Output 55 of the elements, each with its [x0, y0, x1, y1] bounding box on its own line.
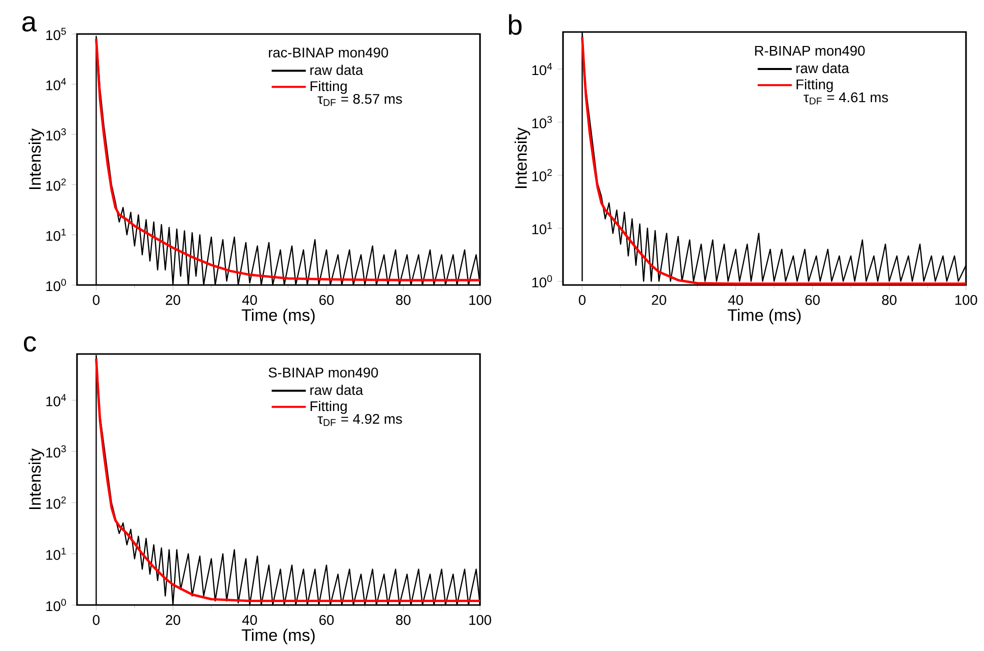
legend-title: S-BINAP mon490 [268, 368, 378, 378]
x-tick-label: 100 [469, 295, 492, 305]
annotation: τ$_{DF}$ = 4.92 ms [318, 414, 402, 426]
legend-label: Fitting [310, 80, 347, 94]
y-tick-label: 10$^{2}$ [46, 496, 66, 509]
legend-title: R-BINAP mon490 [755, 46, 865, 56]
y-tick-label: 10$^{3}$ [46, 445, 66, 458]
x-tick-label: 80 [396, 295, 410, 305]
x-axis-title: Time (ms) [728, 308, 801, 324]
x-tick-label: 0 [92, 295, 100, 305]
x-tick-label: 20 [166, 295, 180, 305]
x-tick-label: 100 [955, 295, 978, 305]
legend-label: raw data [310, 64, 364, 75]
x-tick-label: 60 [319, 615, 334, 625]
y-tick-label: 10$^{4}$ [46, 394, 66, 406]
y-tick-label: 10$^{3}$ [46, 128, 66, 141]
legend-title: rac-BINAP mon490 [268, 48, 388, 58]
annotation: τ$_{DF}$ = 8.57 ms [318, 94, 402, 106]
x-tick-label: 40 [242, 615, 257, 625]
y-axis-title: Intensity [28, 128, 44, 189]
y-tick-label: 10$^{5}$ [46, 28, 66, 40]
y-tick-label: 10$^{0}$ [46, 278, 66, 292]
x-tick-label: 60 [319, 295, 334, 305]
legend-label: Fitting [310, 400, 347, 414]
y-tick-label: 10$^{1}$ [46, 548, 66, 560]
y-tick-label: 10$^{4}$ [46, 78, 66, 90]
y-tick-label: 10$^{3}$ [532, 116, 552, 128]
x-tick-label: 100 [469, 615, 492, 625]
y-tick-label: 10$^{0}$ [532, 275, 552, 288]
x-tick-label: 20 [652, 295, 666, 305]
y-tick-label: 10$^{2}$ [532, 169, 552, 182]
x-tick-label: 40 [242, 295, 257, 305]
x-tick-label: 20 [166, 615, 180, 625]
y-axis-title: Intensity [28, 448, 44, 509]
x-tick-label: 0 [92, 615, 100, 625]
x-tick-label: 0 [578, 295, 586, 305]
x-tick-label: 80 [396, 615, 410, 625]
chart-title: c [24, 336, 36, 352]
x-tick-label: 60 [805, 295, 820, 305]
x-tick-label: 40 [728, 295, 743, 305]
y-tick-label: 10$^{1}$ [46, 228, 66, 241]
chart-title: a [22, 16, 37, 32]
y-tick-label: 10$^{2}$ [46, 178, 66, 191]
x-tick-label: 80 [882, 295, 896, 305]
x-axis-title: Time (ms) [242, 308, 315, 324]
legend-label: Fitting [796, 79, 833, 92]
y-tick-label: 10$^{0}$ [46, 598, 66, 612]
x-axis-title: Time (ms) [242, 628, 315, 644]
legend-label: raw data [796, 62, 850, 74]
legend-label: raw data [310, 384, 364, 395]
chart-title: b [508, 14, 522, 35]
annotation: τ$_{DF}$ = 4.61 ms [804, 92, 888, 104]
y-axis-title: Intensity [514, 128, 530, 188]
y-tick-label: 10$^{1}$ [532, 222, 552, 234]
y-tick-label: 10$^{4}$ [532, 62, 552, 76]
